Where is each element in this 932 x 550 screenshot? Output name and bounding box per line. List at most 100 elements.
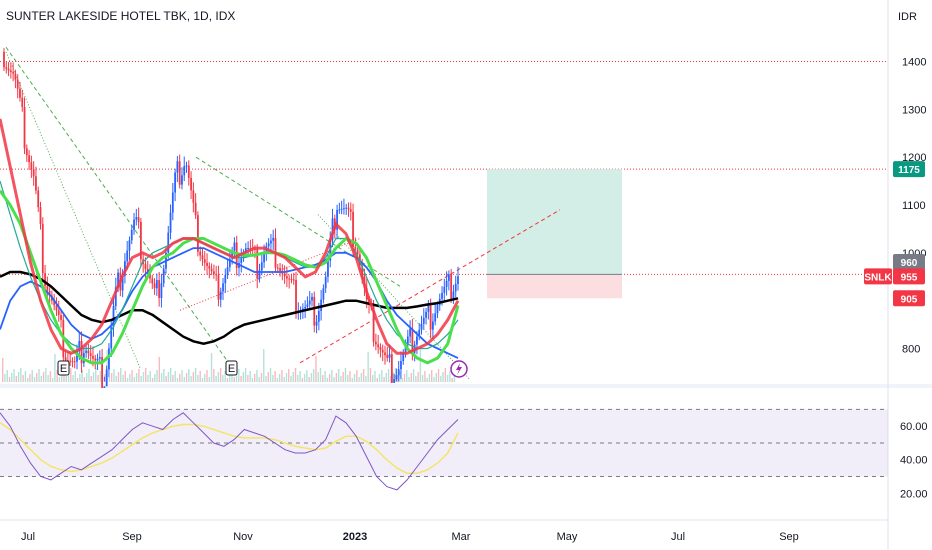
candle-body — [35, 176, 37, 191]
candle-body — [9, 70, 12, 72]
volume-bar — [11, 373, 13, 382]
candle-body — [304, 306, 307, 309]
price-tag — [893, 268, 925, 285]
rsi-ma-line — [0, 422, 459, 474]
volume-bar — [376, 378, 378, 382]
volume-bar — [322, 375, 324, 382]
price-tick-label: 800 — [902, 344, 920, 356]
candle-body — [108, 348, 110, 370]
candle-body — [457, 276, 459, 284]
candle-body — [210, 268, 213, 272]
volume-bar — [303, 374, 306, 382]
candle-body — [110, 327, 113, 349]
candle-body — [434, 313, 437, 322]
candle-body — [361, 265, 364, 277]
candle-body — [71, 361, 74, 363]
price-tag-label: 955 — [901, 272, 918, 283]
volume-bar — [169, 368, 172, 382]
candle-body — [92, 355, 94, 359]
volume-bar — [140, 376, 142, 382]
volume-bar — [412, 369, 415, 382]
volume-bar — [151, 378, 154, 382]
volume-bar — [122, 375, 124, 382]
candle-body — [263, 254, 265, 263]
volume-bar — [453, 374, 456, 382]
volume-bar — [219, 368, 222, 382]
volume-bar — [131, 370, 133, 382]
volume-bar — [17, 372, 20, 382]
volume-bar — [347, 375, 349, 382]
volume-bar — [444, 368, 447, 382]
volume-bar — [381, 370, 383, 382]
volume-bar — [92, 372, 95, 382]
volume-bar — [385, 373, 388, 382]
volume-bar — [297, 375, 299, 382]
volume-bar — [247, 375, 249, 382]
volume-bar — [251, 378, 254, 382]
time-axis[interactable]: Jul Sep Nov 2023 Mar May Jul Sep — [21, 531, 799, 543]
volume-bar — [135, 373, 138, 382]
candle-body — [155, 280, 158, 289]
volume-bar — [208, 377, 210, 382]
candle-body — [347, 207, 350, 210]
volume-bar — [113, 369, 115, 382]
candle-body — [331, 218, 334, 240]
volume-bar — [163, 369, 165, 382]
candle-body — [315, 321, 318, 326]
volume-bar — [435, 373, 437, 382]
volume-bar — [315, 356, 317, 382]
candle-body — [78, 340, 81, 352]
candle-body — [87, 350, 90, 354]
candle-body — [338, 209, 341, 211]
candle-body — [139, 221, 142, 260]
candle-body — [153, 283, 156, 289]
volume-bar — [263, 349, 265, 382]
candle-body — [416, 336, 418, 345]
candle-body — [425, 311, 427, 318]
volume-bar — [154, 374, 156, 382]
candle-body — [397, 369, 400, 376]
volume-bar — [267, 372, 269, 382]
candle-body — [340, 208, 343, 210]
volume-bar — [174, 371, 176, 382]
candle-body — [295, 279, 297, 314]
volume-bar — [358, 377, 360, 382]
volume-bar — [238, 369, 240, 382]
volume-bar — [415, 376, 417, 382]
volume-bar — [274, 371, 276, 382]
candle-body — [272, 237, 275, 241]
volume-bar — [110, 373, 113, 382]
candle-body — [194, 202, 197, 216]
volume-bar — [99, 371, 102, 382]
volume-bar — [210, 353, 213, 382]
volume-bar — [185, 373, 188, 382]
candle-body — [420, 323, 423, 330]
volume-bar — [167, 372, 170, 382]
volume-bar — [226, 378, 229, 382]
candle-body — [372, 306, 375, 342]
candle-body — [41, 223, 44, 274]
candle-body — [183, 166, 186, 176]
volume-bar — [40, 376, 42, 382]
candle-body — [240, 258, 243, 263]
trend-line — [317, 214, 471, 380]
candle-body — [89, 353, 92, 356]
candle-body — [130, 229, 133, 241]
candle-body — [3, 51, 5, 68]
volume-bar — [394, 368, 397, 382]
candle-body — [30, 162, 33, 170]
price-tick-label: 1100 — [902, 200, 926, 212]
candle-body — [317, 310, 320, 322]
candle-body — [324, 276, 327, 289]
volume-bar — [294, 368, 297, 382]
volume-bar — [197, 375, 199, 382]
volume-bar — [278, 374, 281, 382]
trend-line — [299, 209, 561, 364]
volume-bar — [65, 376, 67, 382]
volume-bar — [124, 371, 126, 382]
volume-bar — [29, 374, 31, 382]
volume-bar — [217, 372, 220, 382]
volume-bar — [165, 376, 167, 382]
candle-body — [103, 386, 106, 388]
